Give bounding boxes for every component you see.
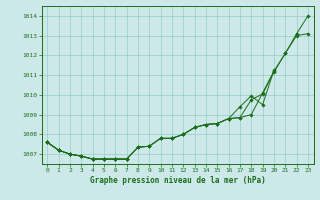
X-axis label: Graphe pression niveau de la mer (hPa): Graphe pression niveau de la mer (hPa)	[90, 176, 266, 185]
